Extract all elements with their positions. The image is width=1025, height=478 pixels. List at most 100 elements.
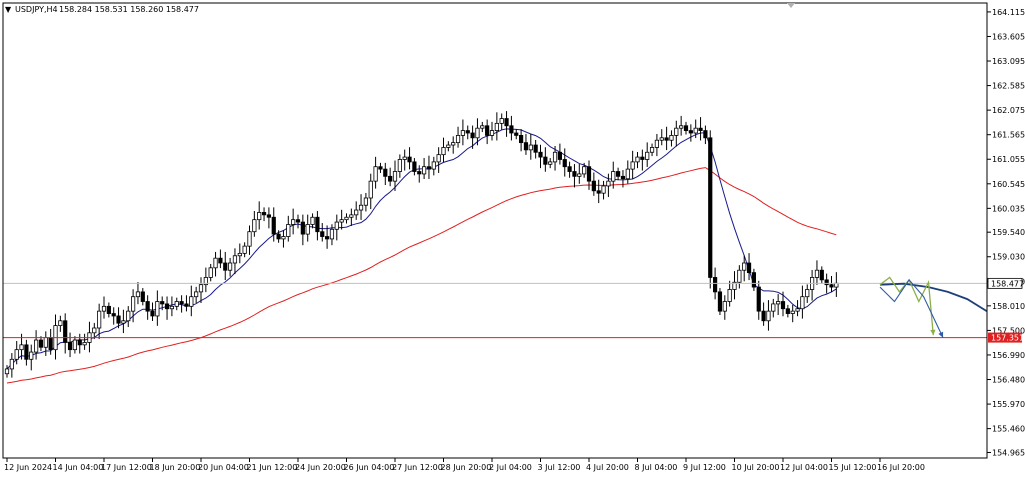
candle-body <box>291 219 296 225</box>
candle-body <box>378 166 383 170</box>
x-tick-label: 28 Jun 20:00 <box>441 463 492 472</box>
candle-body <box>179 301 184 305</box>
candle-body <box>528 144 533 151</box>
moving-averages <box>6 128 837 384</box>
candle-body <box>426 166 432 170</box>
candle-body <box>543 156 548 165</box>
candle-body <box>727 289 732 302</box>
candle-body <box>276 233 281 240</box>
candle-body <box>533 144 538 153</box>
candle-body <box>654 139 660 148</box>
candle-body <box>693 127 698 134</box>
candle-body <box>135 291 141 298</box>
candle-body <box>271 216 276 235</box>
candle-body <box>48 337 53 351</box>
candle-body <box>349 214 354 218</box>
candle-body <box>281 236 286 240</box>
support-price-tag <box>988 332 1022 343</box>
candle-body <box>713 277 718 293</box>
candle-body <box>9 358 14 370</box>
candle-body <box>717 291 723 312</box>
candle-body <box>164 303 170 310</box>
candle-body <box>742 262 747 271</box>
candle-body <box>72 339 77 351</box>
candle-body <box>126 310 131 322</box>
x-tick-label: 12 Jun 2024 <box>4 463 52 472</box>
candle-body <box>295 219 301 223</box>
x-tick-label: 24 Jun 20:00 <box>295 463 346 472</box>
candle-body <box>310 216 315 225</box>
chart-menu-icon[interactable]: ▼ <box>5 5 12 14</box>
candle-body <box>514 132 519 136</box>
candle-body <box>412 161 417 172</box>
candle-body <box>354 209 359 216</box>
candle-body <box>315 216 320 233</box>
projection-curve <box>879 282 988 312</box>
candle-body <box>203 277 208 286</box>
candle-body <box>499 118 504 124</box>
y-tick-label: 155.970 <box>992 400 1025 409</box>
candle-body <box>373 166 378 182</box>
candle-body <box>455 135 461 144</box>
ma-fast-line <box>6 128 837 370</box>
y-tick-label: 159.030 <box>992 253 1025 262</box>
candle-body <box>101 305 107 312</box>
candle-body <box>829 284 834 288</box>
candle-body <box>703 130 708 139</box>
y-tick-label: 156.990 <box>992 351 1025 360</box>
candle-body <box>363 197 369 206</box>
candle-body <box>111 313 116 317</box>
candle-body <box>34 339 39 353</box>
x-tick-label: 15 Jul 12:00 <box>829 463 877 472</box>
candle-body <box>116 315 121 324</box>
candle-body <box>577 173 582 177</box>
candle-body <box>383 168 388 177</box>
candle-body <box>451 142 456 146</box>
x-tick-label: 14 Jun 04:00 <box>53 463 104 472</box>
y-tick-label: 162.585 <box>992 82 1025 91</box>
candle-body <box>77 339 82 346</box>
candle-body <box>485 125 490 136</box>
candle-body <box>145 301 150 312</box>
candle-body <box>320 231 325 237</box>
projection-path-blue <box>879 278 944 338</box>
candle-body <box>38 339 44 348</box>
candle-body <box>776 301 781 305</box>
candle-body <box>766 310 771 322</box>
candle-body <box>751 272 757 288</box>
candle-body <box>247 231 252 247</box>
y-tick-label: 155.460 <box>992 425 1025 434</box>
candle-body <box>155 301 160 317</box>
candle-body <box>620 175 626 180</box>
candle-body <box>771 303 776 312</box>
candle-body <box>674 127 679 136</box>
candle-body <box>232 255 238 264</box>
candle-body <box>805 289 810 298</box>
candle-body <box>746 262 752 274</box>
candle-body <box>611 171 616 182</box>
current-price-tag-label: 158.477 <box>991 279 1024 288</box>
candle-body <box>586 166 592 182</box>
candle-body <box>402 156 407 160</box>
candle-body <box>722 301 727 312</box>
candle-body <box>305 224 310 235</box>
candle-body <box>470 132 475 139</box>
scroll-marker-icon[interactable] <box>787 3 795 8</box>
candle-body <box>785 308 790 314</box>
candle-body <box>242 245 247 254</box>
candle-body <box>174 301 179 307</box>
y-tick-label: 154.965 <box>992 448 1025 457</box>
candle-body <box>407 156 412 163</box>
candle-body <box>562 159 567 168</box>
candle-body <box>756 286 761 312</box>
candle-body <box>664 137 669 141</box>
x-tick-label: 2 Jul 04:00 <box>489 463 532 472</box>
candle-body <box>194 291 199 298</box>
candle-body <box>669 135 674 141</box>
candle-body <box>140 291 145 302</box>
x-tick-label: 26 Jun 04:00 <box>344 463 395 472</box>
projection-drawings <box>879 276 988 338</box>
